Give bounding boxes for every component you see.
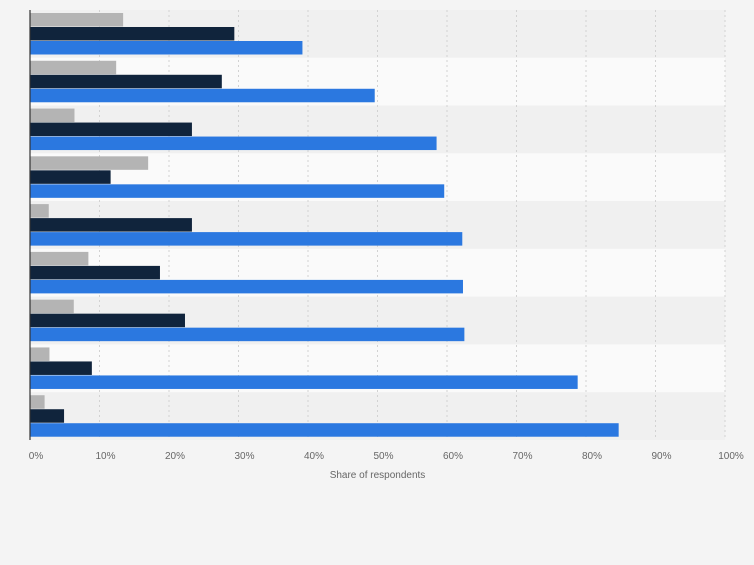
x-tick-label-30: 30% <box>234 451 254 462</box>
bar-series-navy-cat-9[interactable] <box>30 409 65 423</box>
x-axis-label: Share of respondents <box>330 470 426 481</box>
bar-series-navy-cat-6[interactable] <box>30 265 160 280</box>
bar-series-navy-cat-1[interactable] <box>30 27 235 41</box>
bar-series-gray-cat-8[interactable] <box>30 347 50 361</box>
bar-series-navy-cat-3[interactable] <box>30 122 192 137</box>
bar-series-gray-cat-6[interactable] <box>30 251 89 266</box>
x-tick-label-0: 0% <box>29 451 44 462</box>
x-tick-label-60: 60% <box>443 451 463 462</box>
bar-series-gray-cat-2[interactable] <box>30 60 117 75</box>
bar-series-gray-cat-4[interactable] <box>30 156 149 170</box>
bar-series-blue-cat-6[interactable] <box>30 279 463 294</box>
x-tick-label-10: 10% <box>95 451 115 462</box>
bar-series-navy-cat-8[interactable] <box>30 361 92 375</box>
bar-series-blue-cat-9[interactable] <box>30 423 619 437</box>
x-tick-labels: 0% 10% 20% 30% 40% 50% 60% 70% 80% 90% 100% <box>29 451 744 462</box>
bar-series-navy-cat-7[interactable] <box>30 313 185 328</box>
bar-series-blue-cat-5[interactable] <box>30 232 463 246</box>
x-tick-label-90: 90% <box>651 451 671 462</box>
bar-series-blue-cat-4[interactable] <box>30 184 445 198</box>
bar-series-blue-cat-7[interactable] <box>30 327 465 342</box>
bars <box>30 13 619 437</box>
x-tick-label-50: 50% <box>373 451 393 462</box>
bar-series-navy-cat-5[interactable] <box>30 218 192 232</box>
bar-series-gray-cat-3[interactable] <box>30 108 75 123</box>
bar-series-blue-cat-8[interactable] <box>30 375 578 389</box>
bar-series-gray-cat-9[interactable] <box>30 395 45 409</box>
bar-series-gray-cat-1[interactable] <box>30 13 124 27</box>
x-tick-label-70: 70% <box>512 451 532 462</box>
x-tick-label-20: 20% <box>165 451 185 462</box>
x-tick-label-100: 100% <box>718 451 744 462</box>
bar-series-blue-cat-3[interactable] <box>30 136 437 151</box>
bar-series-navy-cat-2[interactable] <box>30 74 222 89</box>
bar-series-gray-cat-7[interactable] <box>30 299 74 314</box>
bar-series-navy-cat-4[interactable] <box>30 170 111 184</box>
bar-series-blue-cat-1[interactable] <box>30 41 303 55</box>
bar-series-blue-cat-2[interactable] <box>30 88 375 103</box>
x-tick-label-40: 40% <box>304 451 324 462</box>
x-tick-label-80: 80% <box>582 451 602 462</box>
bar-series-gray-cat-5[interactable] <box>30 204 49 218</box>
